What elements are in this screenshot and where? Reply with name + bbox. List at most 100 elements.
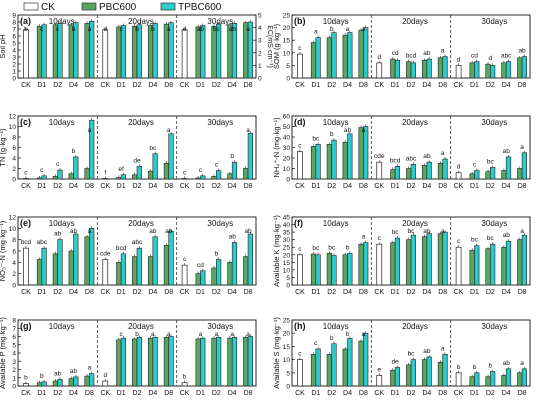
y-tick-label: 40 bbox=[283, 135, 291, 142]
x-tick-label: D8 bbox=[518, 390, 527, 397]
bar-tpbc600 bbox=[490, 167, 496, 180]
significance-label: b bbox=[135, 331, 139, 338]
x-tick-label: D1 bbox=[196, 289, 205, 296]
significance-label: ab bbox=[503, 232, 511, 239]
y2-tick-label: 5 bbox=[258, 13, 262, 20]
significance-label: a bbox=[230, 331, 234, 338]
significance-label: a bbox=[520, 228, 524, 235]
bar-tpbc600 bbox=[73, 156, 79, 180]
bar-ck bbox=[376, 161, 383, 180]
bar-tpbc600 bbox=[410, 359, 416, 387]
bar-tpbc600 bbox=[521, 234, 527, 286]
bar-pbc600 bbox=[437, 57, 444, 79]
y-tick-label: 3 bbox=[12, 55, 16, 62]
x-tick-label: D4 bbox=[502, 390, 511, 397]
bar-pbc600 bbox=[406, 239, 412, 286]
x-tick-label: CK bbox=[374, 82, 384, 89]
x-tick-label: D8 bbox=[359, 289, 368, 296]
bar-pbc600 bbox=[390, 242, 396, 286]
y-tick-label: 0 bbox=[286, 384, 290, 391]
bar-tpbc600 bbox=[331, 32, 337, 79]
group-label: 20days bbox=[128, 322, 154, 331]
bar-pbc600 bbox=[406, 168, 412, 180]
significance-label: ab bbox=[54, 370, 62, 377]
bar-pbc600 bbox=[390, 169, 396, 180]
x-tick-label: D2 bbox=[53, 82, 62, 89]
bar-tpbc600 bbox=[474, 170, 480, 180]
bar-tpbc600 bbox=[136, 337, 142, 387]
significance-label: c bbox=[215, 162, 219, 169]
significance-label: f bbox=[104, 169, 106, 176]
bar-tpbc600 bbox=[136, 247, 142, 286]
x-tick-label: D2 bbox=[133, 390, 142, 397]
significance-label: a bbox=[167, 26, 171, 33]
group-label: 10days bbox=[323, 219, 349, 228]
panel-letter: (d) bbox=[294, 117, 306, 127]
group-label: 20days bbox=[402, 118, 428, 127]
x-tick-label: D4 bbox=[69, 183, 78, 190]
legend: CK PBC600 TPBC600 bbox=[23, 2, 222, 13]
significance-label: c bbox=[298, 143, 302, 150]
panel-letter: (a) bbox=[20, 16, 31, 26]
y-tick-label: 4 bbox=[12, 351, 16, 358]
bar-pbc600 bbox=[326, 144, 332, 180]
y-tick-label: 8 bbox=[12, 20, 16, 27]
significance-label: ab bbox=[503, 148, 511, 155]
significance-label: ab bbox=[503, 360, 511, 367]
group-label: 30days bbox=[207, 322, 233, 331]
bar-ck bbox=[297, 359, 303, 387]
x-tick-label: CK bbox=[100, 82, 110, 89]
y-tick-label: 8 bbox=[12, 135, 16, 142]
x-tick-label: CK bbox=[21, 82, 31, 89]
x-tick-label: D2 bbox=[486, 289, 495, 296]
significance-label: cde bbox=[100, 251, 111, 258]
bar-tpbc600 bbox=[490, 65, 496, 79]
significance-label: ab bbox=[70, 228, 78, 235]
bar-ck bbox=[102, 29, 109, 79]
bar-tpbc600 bbox=[347, 32, 353, 79]
bar-pbc600 bbox=[195, 26, 201, 79]
significance-label: ab bbox=[518, 48, 526, 55]
y-tick-label: 0 bbox=[12, 177, 16, 184]
bar-ck bbox=[455, 65, 462, 79]
bar-pbc600 bbox=[469, 62, 475, 79]
bar-ck bbox=[181, 178, 188, 180]
x-tick-label: CK bbox=[295, 183, 305, 190]
bar-tpbc600 bbox=[200, 337, 206, 387]
y-tick-label: 25 bbox=[283, 318, 291, 325]
significance-label: a bbox=[362, 331, 366, 338]
significance-label: a bbox=[246, 331, 250, 338]
bar-pbc600 bbox=[147, 337, 154, 387]
significance-label: a bbox=[246, 127, 250, 134]
x-tick-label: D4 bbox=[422, 289, 431, 296]
bar-ck bbox=[376, 243, 383, 286]
significance-label: a bbox=[88, 127, 92, 134]
group-label: 20days bbox=[402, 17, 428, 26]
panel-letter: (c) bbox=[20, 117, 31, 127]
significance-label: b bbox=[330, 26, 334, 33]
x-tick-label: D4 bbox=[343, 390, 352, 397]
y-tick-label: 50 bbox=[283, 124, 291, 131]
bar-pbc600 bbox=[36, 177, 43, 180]
x-tick-label: D8 bbox=[164, 82, 173, 89]
legend-entry: PBC600 bbox=[81, 2, 137, 13]
significance-label: b bbox=[457, 364, 461, 371]
bar-pbc600 bbox=[227, 173, 233, 180]
significance-label: d bbox=[183, 26, 187, 33]
bar-pbc600 bbox=[485, 171, 491, 180]
bar-tpbc600 bbox=[442, 158, 448, 180]
bar-ck bbox=[455, 372, 462, 387]
legend-label: TPBC600 bbox=[178, 2, 222, 13]
y-tick-label: 10 bbox=[283, 357, 291, 364]
group-label: 20days bbox=[128, 118, 154, 127]
significance-label: b bbox=[230, 153, 234, 160]
y-tick-label: 2 bbox=[12, 62, 16, 69]
group-label: 10days bbox=[323, 17, 349, 26]
significance-label: bc bbox=[487, 235, 495, 242]
significance-label: c bbox=[298, 351, 302, 358]
x-tick-label: D1 bbox=[391, 82, 400, 89]
x-tick-label: CK bbox=[180, 390, 190, 397]
x-tick-label: D4 bbox=[343, 82, 352, 89]
bar-ck bbox=[297, 254, 303, 286]
